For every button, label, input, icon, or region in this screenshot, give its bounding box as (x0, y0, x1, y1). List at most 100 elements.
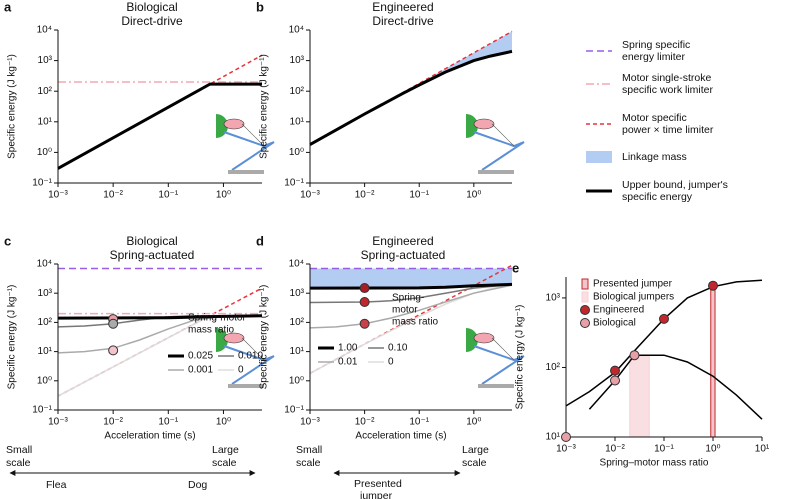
x-tick-label: 10⁻³ (300, 190, 320, 201)
y-tick-label: 10² (290, 86, 305, 97)
y-tick-label: 10¹ (38, 116, 53, 127)
scale-annotation-d: Small scale Large scale Presented jumper (296, 444, 489, 499)
annotation: Small (296, 444, 322, 456)
jumper-sketch (466, 114, 525, 174)
y-tick-label: 10¹ (290, 116, 305, 127)
panel-label: d (256, 233, 264, 248)
legend-title: motor (392, 305, 418, 316)
sketch-leg (473, 131, 525, 171)
sketch-string (241, 337, 265, 361)
sketch-ground (228, 170, 264, 174)
legend-label: Presented jumper (593, 279, 673, 290)
legend-label: Linkage mass (622, 151, 687, 163)
x-tick-label: 10⁻³ (556, 444, 576, 455)
annotation: Large (212, 444, 239, 456)
jumper-sketch (466, 328, 525, 388)
data-point (610, 365, 620, 376)
legend-label: Biological jumpers (593, 292, 674, 303)
data-point (659, 313, 669, 324)
legend-label: specific work limiter (622, 84, 714, 96)
band (710, 285, 716, 438)
legend-label: 0.10 (388, 343, 408, 354)
x-tick-label: 10⁰ (705, 444, 720, 455)
y-tick-label: 10⁰ (37, 375, 52, 386)
annotation: scale (6, 457, 31, 469)
x-tick-label: 10⁻³ (300, 417, 320, 428)
series-line (309, 283, 513, 374)
y-axis-label: Specific energy (J kg⁻¹) (7, 54, 18, 159)
y-tick-label: 10⁻¹ (284, 405, 304, 416)
sketch-leg (473, 345, 525, 385)
legend-title: Spring- (392, 293, 424, 304)
y-tick-label: 10¹ (38, 346, 53, 357)
y-tick-label: 10³ (38, 55, 53, 66)
legend-label: Upper bound, jumper's (622, 179, 728, 191)
data-point (108, 345, 119, 356)
legend-label: 0.01 (338, 357, 358, 368)
annotation: scale (212, 457, 237, 469)
x-tick-label: 10⁻² (355, 417, 375, 428)
y-tick-label: 10⁰ (289, 375, 304, 386)
panel-title: Biological (126, 0, 177, 14)
panel-subtitle: Direct-drive (121, 14, 183, 28)
legend-title: mass ratio (392, 317, 439, 328)
data-point (610, 375, 620, 386)
y-tick-label: 10³ (290, 288, 305, 299)
data-point (359, 283, 370, 294)
sketch-leg (223, 131, 275, 171)
x-axis-label: Acceleration time (s) (104, 431, 195, 442)
y-tick-label: 10⁻¹ (32, 405, 52, 416)
x-tick-label: 10⁰ (466, 417, 481, 428)
sketch-muscle (223, 332, 245, 344)
annotation: Presented (354, 478, 402, 490)
sketch-string (241, 123, 265, 147)
panel-label: c (4, 233, 11, 248)
y-tick-label: 10² (38, 317, 53, 328)
sketch-muscle (473, 332, 495, 344)
panel-label: e (512, 260, 519, 275)
legend-label: 0.001 (188, 365, 213, 376)
legend-swatch (581, 291, 589, 303)
legend-title: mass ratio (188, 325, 235, 336)
x-tick-label: 10⁻³ (48, 190, 68, 201)
annotation: scale (462, 457, 487, 469)
legend-label: 0.010 (238, 351, 263, 362)
y-tick-label: 10⁰ (37, 147, 52, 158)
data-point (708, 280, 718, 291)
y-tick-label: 10¹ (290, 346, 305, 357)
legend-swatch (580, 305, 590, 315)
legend-label: 0 (238, 365, 244, 376)
y-tick-label: 10³ (290, 55, 305, 66)
annotation: Dog (188, 479, 207, 491)
y-tick-label: 10⁴ (37, 259, 52, 270)
annotation: jumper (359, 490, 393, 499)
y-tick-label: 10⁴ (37, 25, 52, 36)
y-tick-label: 10² (290, 317, 305, 328)
sketch-leg (223, 345, 275, 385)
legend-label: 0 (388, 357, 394, 368)
data-point (629, 350, 640, 361)
series-line (309, 49, 513, 146)
y-tick-label: 10⁻¹ (32, 178, 52, 189)
y-tick-label: 10¹ (546, 432, 561, 443)
data-point (359, 296, 370, 307)
legend-label: Engineered (593, 305, 644, 316)
sketch-string (491, 337, 515, 361)
band (629, 354, 650, 438)
legend-swatch (580, 318, 590, 328)
sketch-muscle (223, 118, 245, 130)
panel-label: a (4, 0, 12, 14)
panel-title: Engineered (372, 0, 433, 14)
y-tick-label: 10² (38, 86, 53, 97)
jumper-sketch (216, 114, 275, 174)
y-tick-label: 10³ (546, 293, 561, 304)
series-line (309, 282, 513, 290)
data-point (108, 318, 119, 329)
panel-subtitle: Spring-actuated (361, 248, 446, 262)
legend-label: 0.025 (188, 351, 213, 362)
sketch-ground (478, 170, 514, 174)
sketch-muscle (473, 118, 495, 130)
panel-title: Engineered (372, 234, 433, 248)
x-tick-label: 10⁻³ (48, 417, 68, 428)
y-axis-label: Specific energy (J kg⁻¹) (259, 285, 270, 390)
